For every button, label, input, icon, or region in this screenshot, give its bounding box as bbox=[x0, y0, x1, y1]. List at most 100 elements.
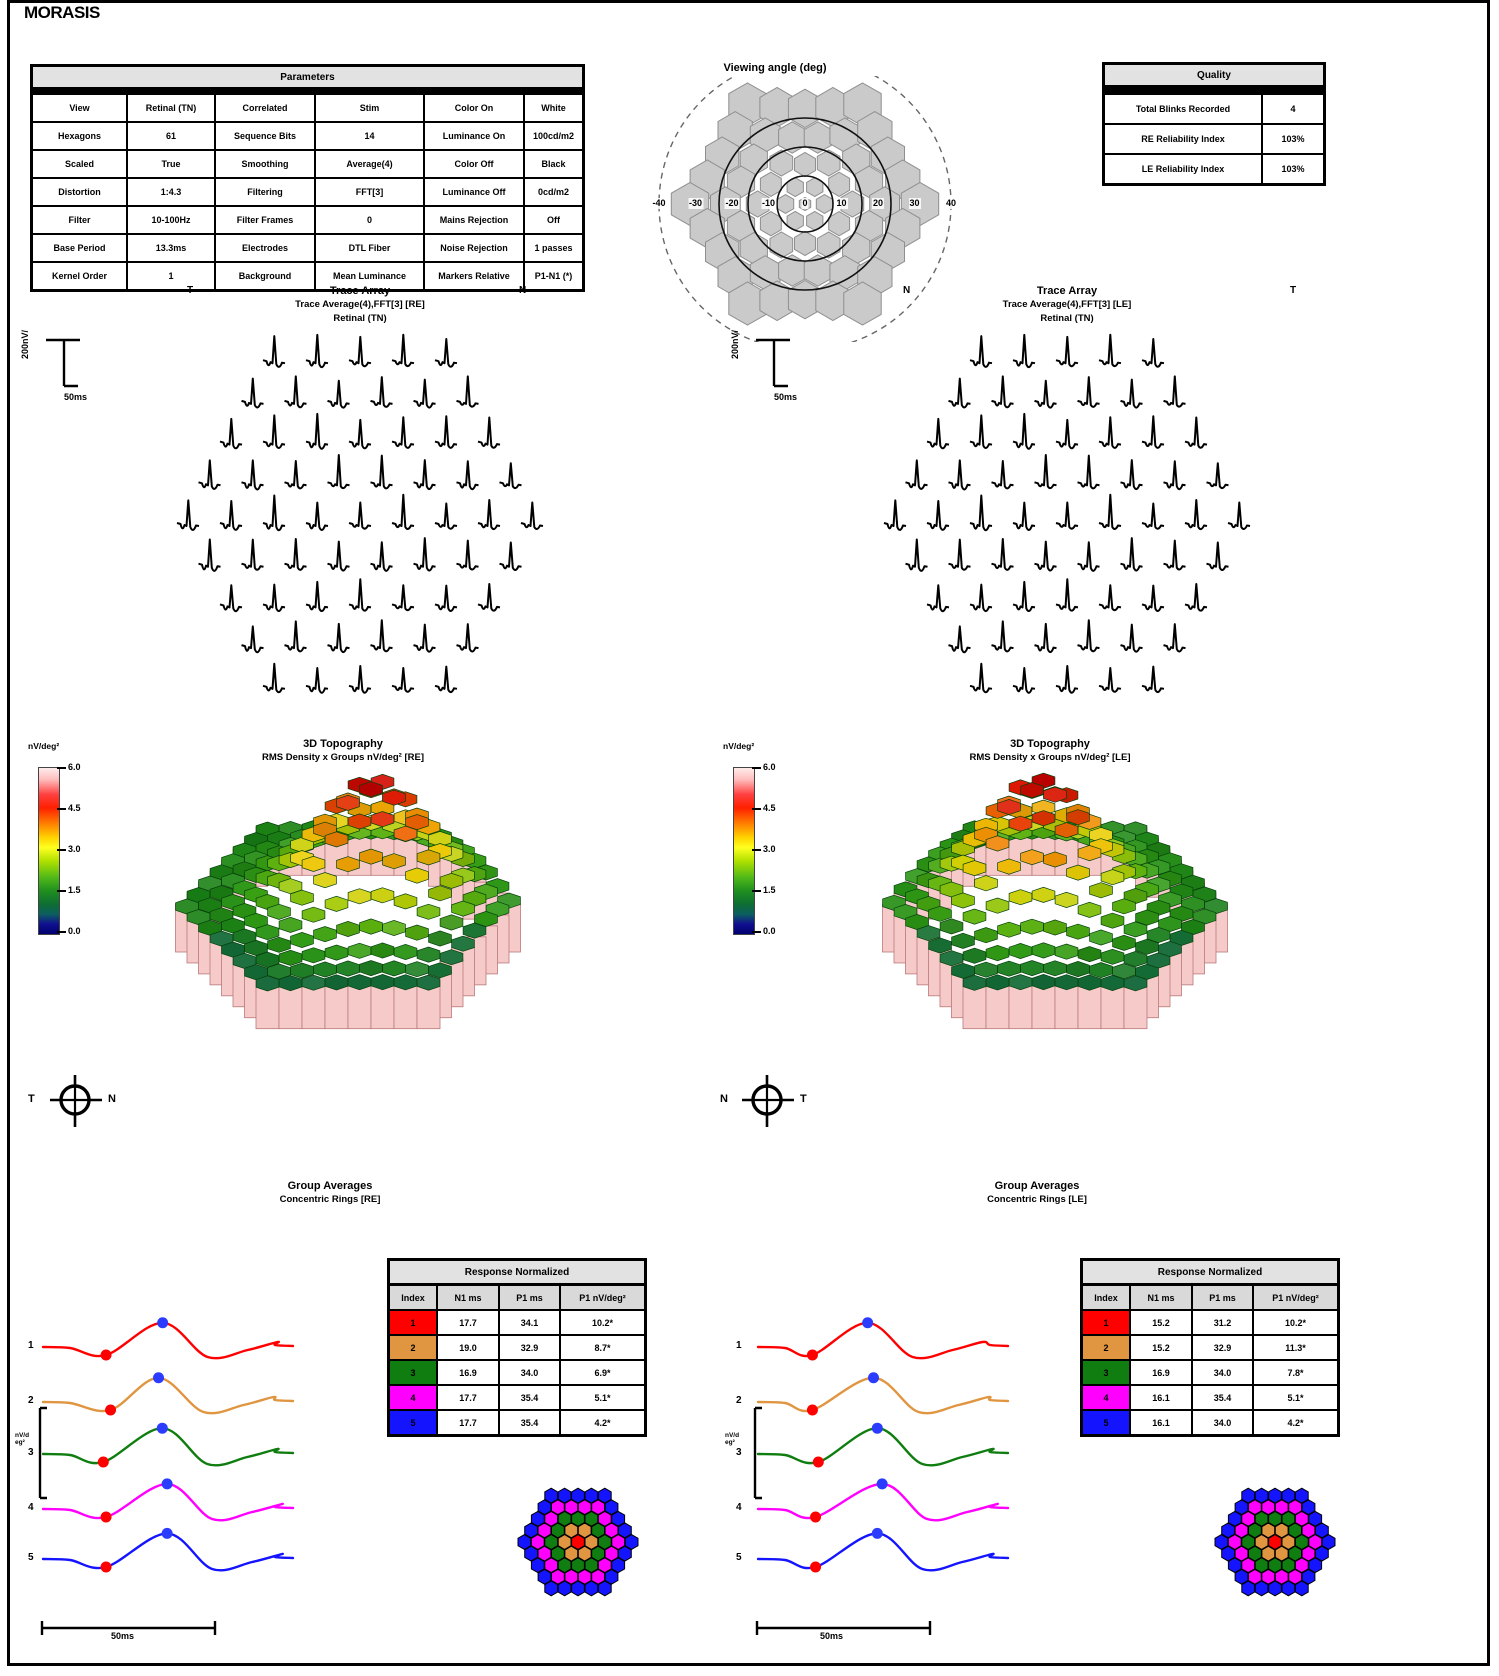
colorbar bbox=[38, 767, 60, 935]
response-index-cell: 3 bbox=[1083, 1361, 1129, 1384]
ring-trace-number: 5 bbox=[28, 1552, 34, 1563]
time-scale-label: 50ms bbox=[774, 392, 798, 402]
parameters-cell: 14 bbox=[316, 123, 423, 149]
response-n1-value: 16.1 bbox=[1131, 1411, 1191, 1434]
response-n1-value: 17.7 bbox=[438, 1311, 498, 1334]
trace-array-panel-re: Trace Array Trace Average(4),FFT[3] [RE]… bbox=[157, 283, 563, 708]
quality-metric-label: Total Blinks Recorded bbox=[1105, 95, 1261, 123]
parameters-cell: Kernel Order bbox=[33, 263, 126, 289]
parameters-cell: Mains Rejection bbox=[425, 207, 523, 233]
topography-3d-plot bbox=[175, 773, 521, 1030]
response-table: Response Normalized Index N1 ms P1 ms P1 nV… bbox=[387, 1258, 647, 1437]
parameters-cell: Hexagons bbox=[33, 123, 126, 149]
trace-scale-re: 200nV/ 50ms bbox=[20, 326, 160, 416]
quality-metric-value: 103% bbox=[1263, 155, 1323, 183]
ring-averages-plot bbox=[38, 1317, 295, 1635]
ring-trace-number: 1 bbox=[28, 1340, 34, 1351]
parameters-cell: DTL Fiber bbox=[316, 235, 423, 261]
colorbar-tick-label: 1.5 bbox=[68, 885, 81, 895]
parameters-cell: Retinal (TN) bbox=[128, 95, 214, 121]
time-scale-label: 50ms bbox=[64, 392, 88, 402]
colorbar-tick-mark bbox=[57, 808, 66, 810]
group-averages-subtitle: Concentric Rings [RE] bbox=[279, 1194, 381, 1205]
parameters-cell: Base Period bbox=[33, 235, 126, 261]
response-n1-value: 16.1 bbox=[1131, 1386, 1191, 1409]
colorbar-tick-label: 4.5 bbox=[68, 803, 81, 813]
parameters-cell: Markers Relative bbox=[425, 263, 523, 289]
response-index-cell: 1 bbox=[390, 1311, 436, 1334]
response-n1-value: 15.2 bbox=[1131, 1336, 1191, 1359]
parameters-cell: Filter Frames bbox=[216, 207, 314, 233]
response-n1-value: 16.9 bbox=[1131, 1361, 1191, 1384]
response-p1-density-value: 10.2* bbox=[1254, 1311, 1337, 1334]
viewing-angle-tick: 0 bbox=[801, 198, 809, 209]
group-averages-title: Group Averages bbox=[994, 1180, 1080, 1192]
colorbar-tick-mark bbox=[752, 890, 761, 892]
colorbar-tick-label: 0.0 bbox=[68, 926, 81, 936]
parameters-cell: Sequence Bits bbox=[216, 123, 314, 149]
response-p1-value: 31.2 bbox=[1193, 1311, 1252, 1334]
response-column-header: P1 nV/deg² bbox=[1254, 1286, 1337, 1309]
response-p1-density-value: 4.2* bbox=[1254, 1411, 1337, 1434]
voltage-scale-label: 200nV/ bbox=[730, 330, 740, 360]
response-index-cell: 2 bbox=[390, 1336, 436, 1359]
colorbar-tick-mark bbox=[57, 767, 66, 769]
colorbar-tick-mark bbox=[752, 808, 761, 810]
compass-left-label: T bbox=[28, 1093, 35, 1105]
quality-metric-value: 4 bbox=[1263, 95, 1323, 123]
response-index-cell: 3 bbox=[390, 1361, 436, 1384]
colorbar-tick-mark bbox=[752, 931, 761, 933]
colorbar-tick-label: 3.0 bbox=[68, 844, 81, 854]
parameters-cell: Filter bbox=[33, 207, 126, 233]
topography-panel-re: 3D Topography RMS Density x Groups nV/de… bbox=[20, 735, 670, 1127]
parameters-cell: Luminance Off bbox=[425, 179, 523, 205]
ring-averages-plot bbox=[753, 1317, 1010, 1635]
response-column-header: Index bbox=[1083, 1286, 1129, 1309]
response-n1-value: 15.2 bbox=[1131, 1311, 1191, 1334]
parameters-cell: Black bbox=[525, 151, 582, 177]
colorbar-tick-mark bbox=[752, 767, 761, 769]
parameters-title: Parameters bbox=[33, 67, 582, 87]
colorbar-tick-mark bbox=[57, 849, 66, 851]
temporal-label: T bbox=[1290, 285, 1297, 296]
quality-metric-label: LE Reliability Index bbox=[1105, 155, 1261, 183]
trace-array-subtitle: Trace Average(4),FFT[3] [RE] bbox=[295, 299, 425, 310]
response-p1-value: 32.9 bbox=[1193, 1336, 1252, 1359]
colorbar-tick-mark bbox=[752, 849, 761, 851]
colorbar-tick-label: 0.0 bbox=[763, 926, 776, 936]
viewing-angle-tick: -10 bbox=[760, 198, 777, 209]
trace-array-subtitle2: Retinal (TN) bbox=[333, 313, 387, 324]
response-p1-density-value: 8.7* bbox=[561, 1336, 644, 1359]
scale-bracket bbox=[46, 338, 80, 388]
response-n1-value: 17.7 bbox=[438, 1411, 498, 1434]
voltage-scale-label: 200nV/ bbox=[20, 330, 30, 360]
quality-metric-label: RE Reliability Index bbox=[1105, 125, 1261, 153]
viewing-angle-tick: 30 bbox=[908, 198, 921, 209]
time-scale-label: 50ms bbox=[111, 1631, 135, 1641]
response-column-header: P1 ms bbox=[500, 1286, 559, 1309]
response-p1-density-value: 7.8* bbox=[1254, 1361, 1337, 1384]
response-index-cell: 2 bbox=[1083, 1336, 1129, 1359]
parameters-cell: Correlated bbox=[216, 95, 314, 121]
parameters-cell: Filtering bbox=[216, 179, 314, 205]
parameters-cell: 1 bbox=[128, 263, 214, 289]
response-p1-value: 34.1 bbox=[500, 1311, 559, 1334]
trace-array-title: Trace Array bbox=[1036, 285, 1098, 297]
parameters-table: Parameters View Retinal (TN) Correlated Sti… bbox=[30, 64, 585, 292]
group-averages-title: Group Averages bbox=[287, 1180, 373, 1192]
response-n1-value: 17.7 bbox=[438, 1386, 498, 1409]
response-n1-value: 19.0 bbox=[438, 1336, 498, 1359]
response-p1-value: 34.0 bbox=[1193, 1411, 1252, 1434]
topography-title: 3D Topography bbox=[303, 738, 383, 750]
time-scale-label: 50ms bbox=[820, 1631, 844, 1641]
response-column-header: Index bbox=[390, 1286, 436, 1309]
response-p1-density-value: 10.2* bbox=[561, 1311, 644, 1334]
ring-trace-number: 2 bbox=[28, 1395, 34, 1406]
parameters-cell: Off bbox=[525, 207, 582, 233]
ring-trace-number: 1 bbox=[736, 1340, 742, 1351]
trace-array-subtitle2: Retinal (TN) bbox=[1040, 313, 1094, 324]
trace-array-panel-le: Trace Array Trace Average(4),FFT[3] [LE]… bbox=[867, 283, 1307, 708]
parameters-cell: Electrodes bbox=[216, 235, 314, 261]
parameters-cell: Distortion bbox=[33, 179, 126, 205]
trace-array-plot bbox=[176, 333, 544, 694]
